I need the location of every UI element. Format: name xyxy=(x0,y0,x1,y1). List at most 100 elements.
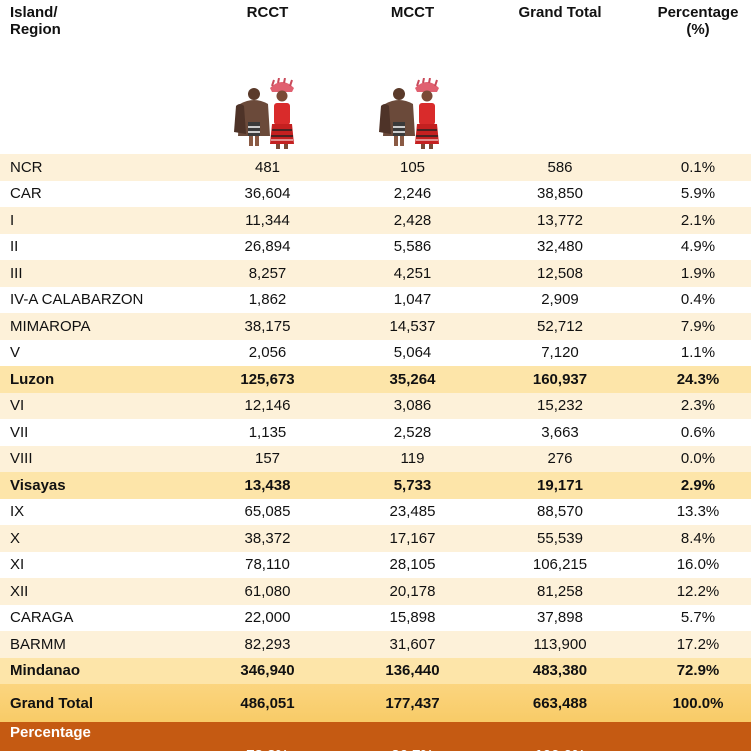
table-cell: 119 xyxy=(400,450,425,468)
subtotal-row: Luzon 125,673 35,264 160,937 24.3% xyxy=(0,366,751,393)
table-cell: 8.4% xyxy=(680,529,716,547)
table-cell: 7,120 xyxy=(541,344,579,362)
table-cell: XI xyxy=(10,556,25,574)
table-cell: 0.0% xyxy=(680,450,716,468)
table-cell: 38,850 xyxy=(537,185,583,203)
table-cell: 5.9% xyxy=(680,185,716,203)
table-cell: 486,051 xyxy=(240,694,295,712)
region-row: NCR 481 105 586 0.1% xyxy=(0,154,751,181)
table-cell: 16.0% xyxy=(676,556,720,574)
table-cell: IV-A CALABARZON xyxy=(10,291,144,309)
table-cell: 1.9% xyxy=(680,264,716,282)
table-cell: 22,000 xyxy=(244,609,291,627)
table-cell: 81,258 xyxy=(537,582,583,600)
table-body: NCR 481 105 586 0.1% CAR 36,604 2,246 38,850 5.9%… xyxy=(0,154,751,751)
table-cell: 0.6% xyxy=(680,423,716,441)
header-cell: MCCT xyxy=(350,0,475,154)
table-cell: MIMAROPA xyxy=(10,317,91,335)
table-cell: 2,428 xyxy=(393,211,432,229)
header-row: Island/ Region RCCT MCCT Gr xyxy=(0,0,751,154)
table-cell: 31,607 xyxy=(389,635,436,653)
header-cell: Percentage (%) xyxy=(657,4,739,38)
table-cell: 26.7% xyxy=(350,722,475,751)
table-cell: 5,586 xyxy=(393,238,432,256)
table-cell: 346,940 xyxy=(240,662,295,680)
table-cell: 177,437 xyxy=(385,694,440,712)
region-row: I 11,344 2,428 13,772 2.1% xyxy=(0,207,751,234)
percentage-row: Percentage 73.3%26.7%100.0% xyxy=(0,722,751,751)
table-cell: 55,539 xyxy=(537,529,583,547)
table-cell: 17,167 xyxy=(389,529,436,547)
region-row: IV-A CALABARZON 1,862 1,047 2,909 0.4% xyxy=(0,287,751,314)
man-figure xyxy=(233,88,270,146)
table-cell: 8,257 xyxy=(248,264,287,282)
table-cell: 2.3% xyxy=(680,397,716,415)
subtotal-row: Mindanao 346,940 136,440 483,380 72.9% xyxy=(0,657,751,684)
table-cell: 4.9% xyxy=(680,238,716,256)
table-cell: 157 xyxy=(254,450,281,468)
table-cell: 0.4% xyxy=(680,291,716,309)
table-cell: CAR xyxy=(10,185,42,203)
table-cell: 65,085 xyxy=(244,503,291,521)
table-cell: 105 xyxy=(399,158,426,176)
table-cell: 38,175 xyxy=(244,317,291,335)
table-cell: 2.1% xyxy=(680,211,716,229)
region-row: CARAGA 22,000 15,898 37,898 5.7% xyxy=(0,605,751,632)
table-cell: 106,215 xyxy=(532,556,588,574)
table-cell xyxy=(645,722,751,751)
table-cell: 19,171 xyxy=(537,476,583,494)
table-cell: 23,485 xyxy=(389,503,436,521)
table-cell: 125,673 xyxy=(240,370,295,388)
table-cell: 2,909 xyxy=(541,291,579,309)
table-cell: 481 xyxy=(254,158,281,176)
region-row: MIMAROPA 38,175 14,537 52,712 7.9% xyxy=(0,313,751,340)
table-cell: 61,080 xyxy=(244,582,291,600)
table-cell: 24.3% xyxy=(676,370,720,388)
table-cell: I xyxy=(10,211,15,229)
table-cell: 100.0% xyxy=(475,722,645,751)
header-cell: RCCT xyxy=(185,0,350,154)
table-cell: 15,232 xyxy=(537,397,583,415)
table-cell: 15,898 xyxy=(389,609,436,627)
region-row: X 38,372 17,167 55,539 8.4% xyxy=(0,525,751,552)
table-cell: 20,178 xyxy=(389,582,436,600)
region-row: VI 12,146 3,086 15,232 2.3% xyxy=(0,392,751,419)
table-cell: 1,047 xyxy=(393,291,432,309)
table-cell: 0.1% xyxy=(680,158,716,176)
table-cell: 17.2% xyxy=(676,635,720,653)
man-figure xyxy=(378,88,415,146)
table-cell: 136,440 xyxy=(385,662,440,680)
header-cell: Grand Total xyxy=(518,4,602,21)
table-cell: 5,064 xyxy=(393,344,432,362)
table-cell: 276 xyxy=(547,450,573,468)
subtotal-row: Visayas 13,438 5,733 19,171 2.9% xyxy=(0,472,751,499)
region-row: VIII 157 119 276 0.0% xyxy=(0,445,751,472)
woman-figure xyxy=(414,78,439,149)
table-cell: 38,372 xyxy=(244,529,291,547)
table-cell: 4,251 xyxy=(393,264,432,282)
table-cell: 1,135 xyxy=(248,423,287,441)
table-cell: 78,110 xyxy=(245,556,290,574)
table-cell: 28,105 xyxy=(389,556,436,574)
table-cell: 663,488 xyxy=(532,694,588,712)
header-cell: Island/ Region xyxy=(10,4,61,38)
table-cell: 13,438 xyxy=(244,476,291,494)
region-row: III 8,257 4,251 12,508 1.9% xyxy=(0,260,751,287)
table-cell: 5.7% xyxy=(680,609,716,627)
region-row: VII 1,135 2,528 3,663 0.6% xyxy=(0,419,751,446)
table-cell: 35,264 xyxy=(389,370,436,388)
region-row: XI 78,110 28,105 106,215 16.0% xyxy=(0,552,751,579)
region-row: V 2,056 5,064 7,120 1.1% xyxy=(0,340,751,367)
table-cell: 88,570 xyxy=(537,503,583,521)
table-cell: VI xyxy=(10,397,25,415)
table-cell: 2,056 xyxy=(248,344,287,362)
table-cell: 11,344 xyxy=(245,211,290,229)
table-cell: 13,772 xyxy=(537,211,583,229)
table-cell: Luzon xyxy=(10,370,55,388)
table-cell: 2,246 xyxy=(393,185,432,203)
table-cell: 73.3% xyxy=(185,722,350,751)
table-cell: 12,508 xyxy=(537,264,583,282)
region-row: IX 65,085 23,485 88,570 13.3% xyxy=(0,499,751,526)
table-cell: 37,898 xyxy=(537,609,583,627)
